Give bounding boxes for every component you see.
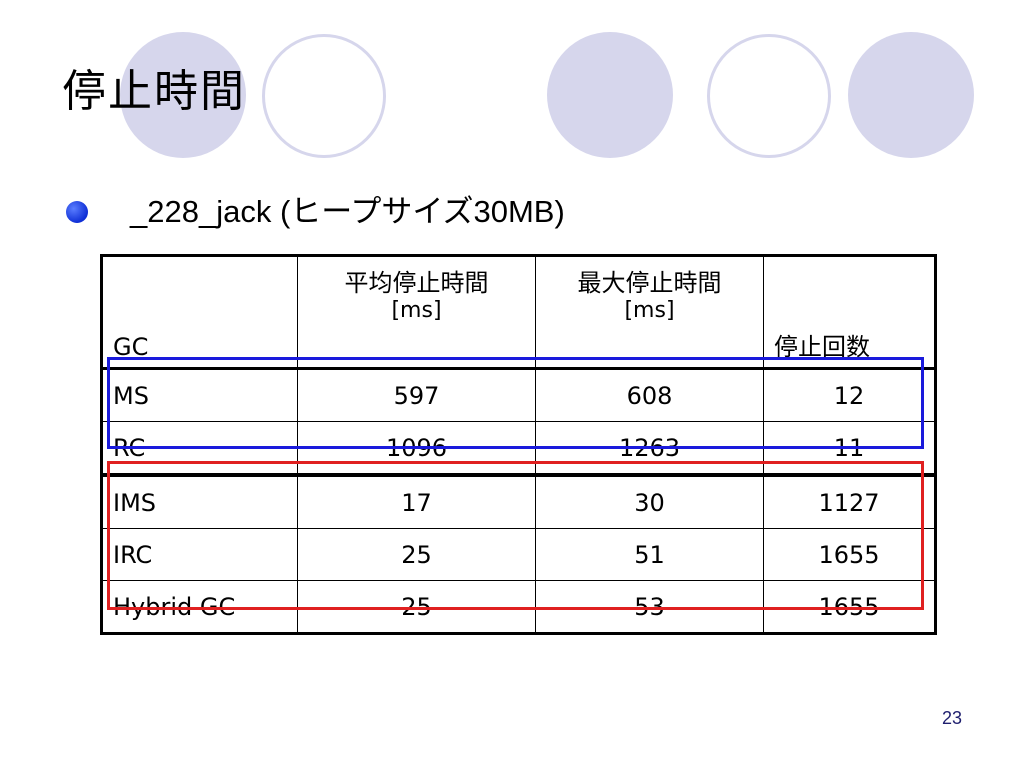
table-row: IRC 25 51 1655 (101, 528, 936, 581)
header-max-unit: [ms] (624, 298, 675, 323)
header-gc: GC (101, 255, 298, 370)
red-highlight-box (107, 461, 924, 610)
cell-count: 1655 (763, 528, 936, 581)
cell-gc: MS (101, 368, 298, 422)
decor-circle-1 (120, 32, 246, 158)
bullet-text: _228_jack (ヒープサイズ30MB) (130, 194, 565, 229)
decor-ring-1 (262, 34, 386, 158)
header-avg-pause: 平均停止時間 [ms] (297, 255, 536, 370)
cell-avg: 25 (297, 528, 536, 581)
decor-ring-2 (707, 34, 831, 158)
table-header-row: GC 平均停止時間 [ms] 最大停止時間 [ms] 停止回数 (101, 255, 936, 370)
cell-max: 51 (535, 528, 764, 581)
cell-max: 608 (535, 368, 764, 422)
cell-avg: 17 (297, 473, 536, 529)
cell-max: 30 (535, 473, 764, 529)
header-avg-unit: [ms] (391, 298, 442, 323)
decor-circle-3 (848, 32, 974, 158)
header-max-label: 最大停止時間 (577, 269, 722, 297)
decor-circle-2 (547, 32, 673, 158)
page-number: 23 (941, 708, 962, 728)
header-pause-count: 停止回数 (763, 255, 936, 370)
cell-avg: 597 (297, 368, 536, 422)
cell-count: 12 (763, 368, 936, 422)
header-avg-label: 平均停止時間 (344, 269, 489, 297)
table-row: IMS 17 30 1127 (101, 473, 936, 529)
bullet-dot-icon (66, 201, 88, 223)
slide-title: 停止時間 (62, 66, 246, 117)
table-row: MS 597 608 12 (101, 368, 936, 422)
cell-gc: IRC (101, 528, 298, 581)
pause-time-table: GC 平均停止時間 [ms] 最大停止時間 [ms] 停止回数 MS 597 6… (100, 254, 937, 635)
blue-highlight-box (107, 357, 924, 449)
cell-gc: IMS (101, 473, 298, 529)
cell-count: 1127 (763, 473, 936, 529)
bullet-item: _228_jack (ヒープサイズ30MB) (66, 192, 565, 232)
header-max-pause: 最大停止時間 [ms] (535, 255, 764, 370)
